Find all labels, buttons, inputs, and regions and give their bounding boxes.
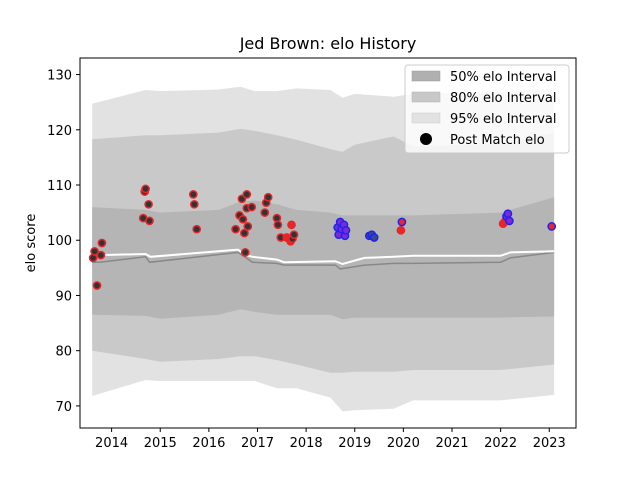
data-point [341, 225, 351, 235]
y-tick-label: 80 [55, 345, 72, 360]
interval-bands [92, 86, 555, 412]
legend-box [404, 64, 570, 154]
data-point [547, 222, 557, 231]
legend-label-80: 80% elo Interval [450, 91, 557, 106]
mean-line [92, 251, 555, 270]
x-tick-label: 2022 [484, 436, 517, 451]
y-tick-label: 90 [55, 289, 72, 304]
data-point [503, 209, 513, 219]
band-50 [92, 197, 555, 320]
data-point [242, 190, 252, 199]
data-point [189, 199, 199, 209]
x-axis-ticks: 2014 2015 2016 2017 2018 2019 2020 2021 2022 2023 [95, 428, 566, 451]
chart-title: Jed Brown: elo History [239, 34, 417, 53]
data-point [263, 192, 273, 202]
legend: 50% elo Interval 80% elo Interval 95% el… [404, 64, 570, 154]
x-tick-label: 2015 [144, 436, 177, 451]
y-tick-label: 100 [47, 234, 72, 249]
data-point [238, 214, 248, 224]
y-axis-ticks: 70 80 90 100 110 120 130 [47, 69, 80, 415]
legend-label-50: 50% elo Interval [450, 70, 557, 85]
data-point [90, 246, 99, 256]
data-point [396, 225, 406, 235]
legend-label-post-match: Post Match elo [450, 133, 545, 148]
data-point [192, 224, 202, 234]
data-point [141, 184, 150, 194]
data-point [145, 216, 154, 226]
plot-frame [79, 57, 577, 429]
data-point [289, 230, 299, 240]
y-tick-label: 70 [55, 400, 72, 415]
x-tick-label: 2021 [435, 436, 468, 451]
data-point [240, 248, 250, 257]
data-point [97, 238, 107, 248]
post-match-points [88, 184, 557, 290]
data-point [231, 224, 240, 234]
x-tick-label: 2020 [387, 436, 420, 451]
data-point [369, 233, 379, 242]
series-lines [92, 248, 555, 270]
data-point [260, 208, 270, 217]
rating-line [92, 248, 555, 266]
data-point [397, 217, 407, 227]
legend-marker-point [420, 133, 432, 145]
data-point [188, 190, 198, 199]
data-point [243, 222, 253, 231]
x-tick-label: 2016 [192, 436, 225, 451]
legend-label-95: 95% elo Interval [450, 112, 557, 127]
data-point [505, 216, 514, 226]
y-tick-label: 130 [47, 69, 72, 84]
x-tick-label: 2019 [338, 436, 371, 451]
data-point [240, 228, 249, 238]
y-axis-label: elo score [24, 214, 39, 273]
data-point [92, 281, 102, 290]
x-tick-label: 2018 [290, 436, 323, 451]
data-point [96, 250, 106, 260]
data-point [287, 220, 296, 230]
legend-swatch-95 [411, 112, 441, 124]
x-tick-label: 2014 [95, 436, 128, 451]
data-point [144, 199, 153, 209]
x-tick-label: 2023 [533, 436, 566, 451]
y-tick-label: 110 [47, 179, 72, 194]
legend-swatch-80 [411, 91, 441, 103]
data-point [247, 202, 257, 212]
y-tick-label: 120 [47, 124, 72, 139]
data-point [273, 220, 283, 230]
legend-swatch-50 [411, 70, 441, 82]
x-tick-label: 2017 [241, 436, 274, 451]
